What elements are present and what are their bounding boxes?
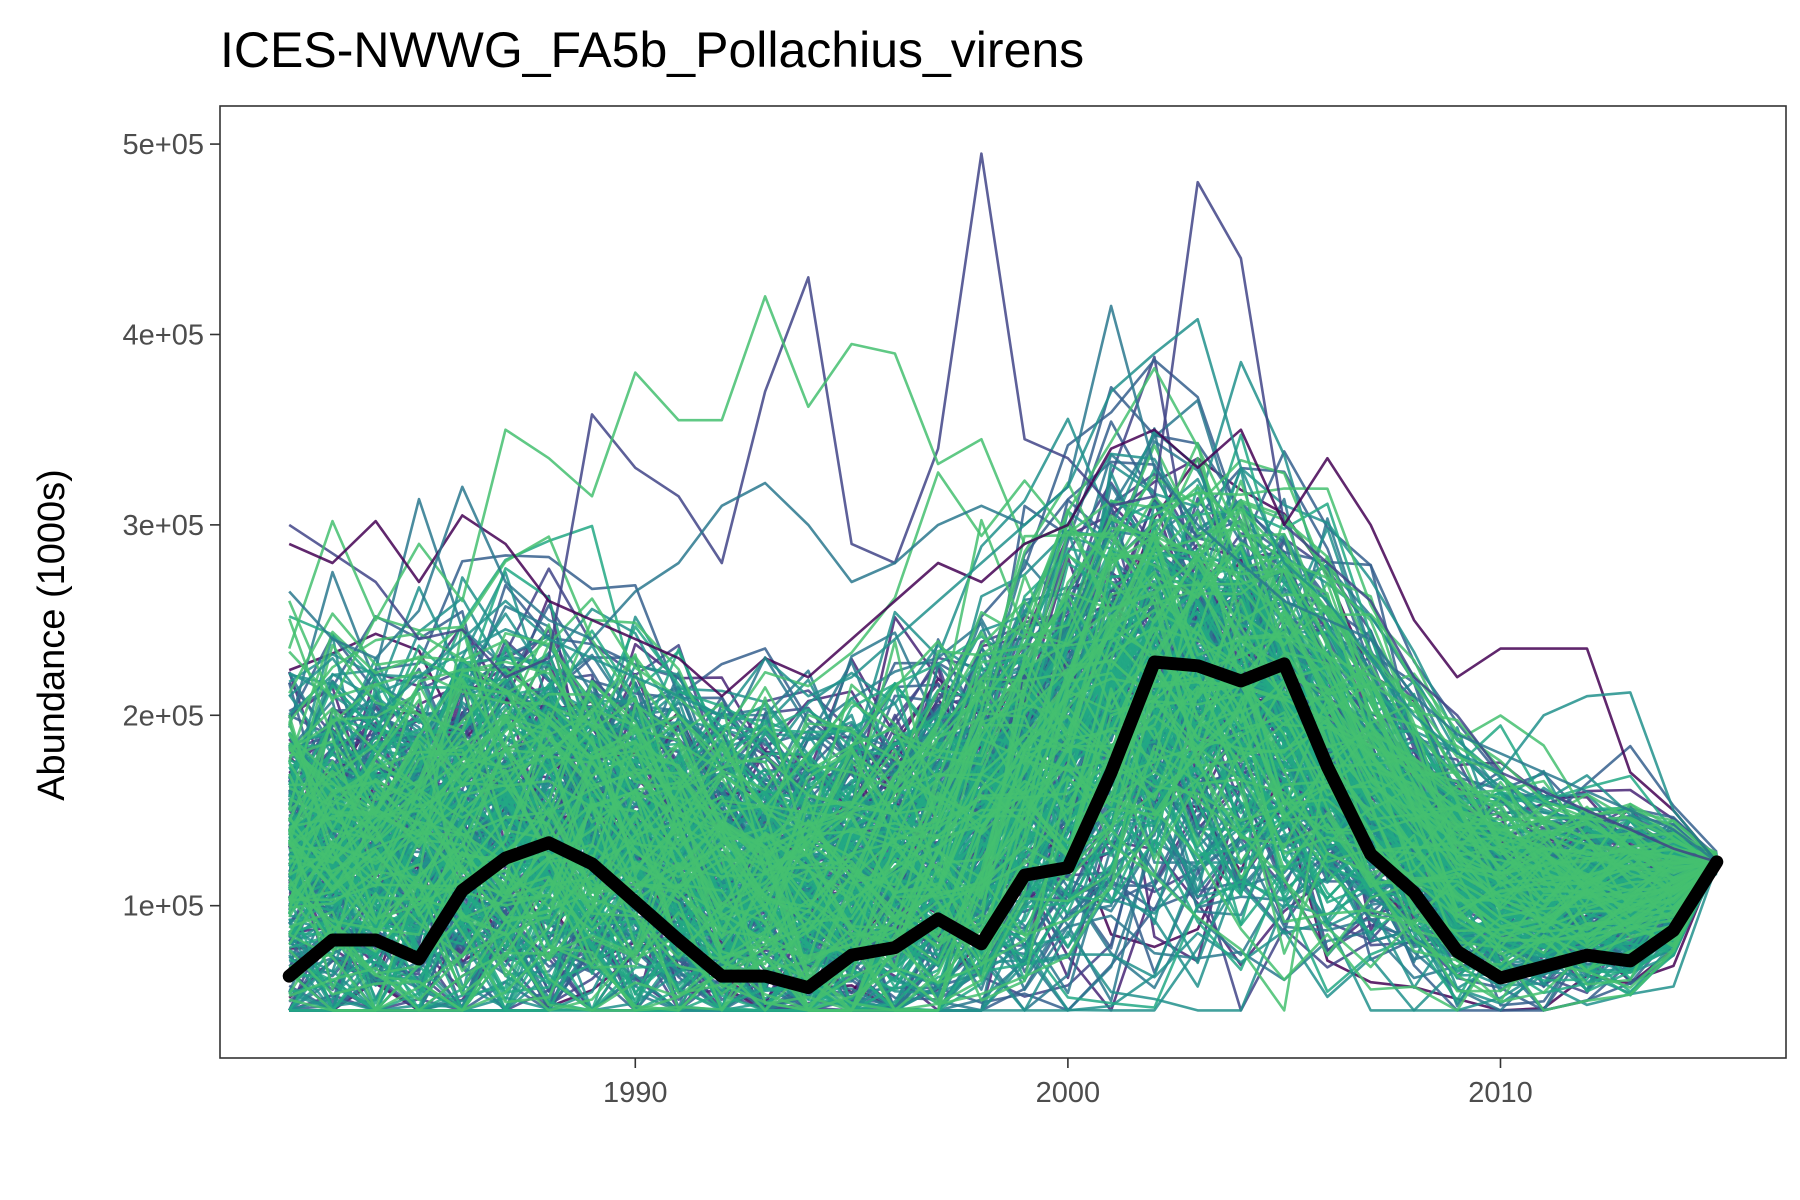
ensemble-line-outlier	[288, 304, 1718, 863]
ensemble-line	[288, 517, 1718, 911]
ensemble-line	[289, 570, 1718, 1012]
main-series-line	[282, 655, 1724, 995]
ensemble-line	[288, 532, 1718, 970]
ensemble-line	[288, 559, 1718, 926]
main-series-group	[282, 655, 1724, 995]
ensemble-line	[288, 552, 1718, 1012]
ensemble-line	[288, 647, 1718, 945]
ensemble-line	[288, 471, 1718, 858]
ensemble-line	[288, 582, 1717, 909]
y-axis: 1e+05 2e+05 3e+05 4e+05 5e+05	[123, 129, 220, 923]
x-tick-label: 2000	[1036, 1077, 1101, 1109]
y-tick-label: 5e+05	[123, 129, 204, 161]
ensemble-line	[288, 757, 1718, 1012]
ensemble-line-outlier	[288, 317, 1718, 863]
ensemble-line	[288, 744, 1718, 1012]
ensemble-line	[287, 554, 1718, 926]
y-tick-label: 1e+05	[123, 891, 204, 923]
ensemble-series-group	[287, 152, 1719, 1012]
y-tick-label: 3e+05	[123, 510, 204, 542]
ensemble-line-outlier	[288, 428, 1718, 863]
x-tick-label: 2010	[1468, 1077, 1533, 1109]
ensemble-line	[288, 535, 1718, 911]
ensemble-line-outlier	[287, 295, 1718, 873]
ensemble-line	[288, 729, 1718, 986]
plot-panel-border	[219, 105, 1787, 1059]
x-axis: 1990 2000 2010	[603, 1058, 1533, 1109]
y-axis-label: Abundance (1000s)	[31, 469, 73, 801]
x-tick-label: 1990	[603, 1077, 668, 1109]
y-tick-label: 2e+05	[123, 700, 204, 732]
ensemble-line	[288, 706, 1718, 1012]
ensemble-line	[289, 638, 1718, 966]
ensemble-line	[288, 510, 1718, 928]
ensemble-line	[288, 499, 1717, 879]
ensemble-line	[288, 500, 1717, 922]
ensemble-line	[288, 546, 1718, 989]
ensemble-line	[288, 649, 1718, 1003]
chart-title: ICES-NWWG_FA5b_Pollachius_virens	[220, 22, 1084, 78]
ensemble-line	[288, 727, 1718, 1012]
ensemble-line	[288, 563, 1718, 913]
y-tick-label: 4e+05	[123, 319, 204, 351]
